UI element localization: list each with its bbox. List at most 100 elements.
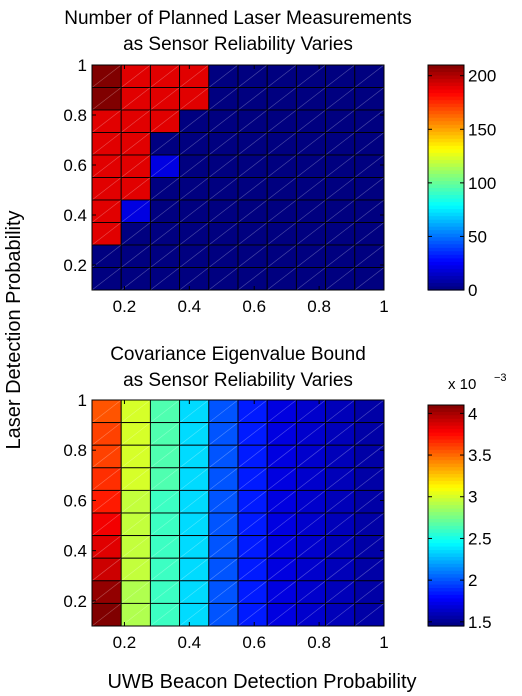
cell-diagonal — [325, 109, 356, 133]
cell-diagonal — [120, 399, 151, 423]
cell-diagonal — [296, 267, 326, 291]
cell-diagonal — [120, 557, 151, 582]
colorbar-strip — [428, 574, 464, 579]
cell-diagonal — [91, 267, 122, 291]
cell-diagonal — [150, 399, 180, 423]
colorbar-strip — [428, 275, 464, 281]
cell-diagonal — [325, 467, 356, 491]
colorbar-strip — [428, 550, 464, 555]
cell-diagonal — [354, 132, 385, 156]
cell-diagonal — [296, 467, 326, 491]
cell-diagonal — [296, 557, 326, 582]
colorbar-strip — [428, 114, 464, 119]
colorbar-strip — [428, 512, 464, 517]
colorbar-strip — [428, 202, 464, 207]
cell-diagonal — [237, 154, 268, 178]
cell-diagonal — [354, 244, 385, 268]
cell-diagonal — [208, 535, 239, 559]
cell-diagonal — [120, 603, 151, 627]
colorbar-strip — [428, 68, 464, 73]
cell-diagonal — [354, 399, 385, 423]
colorbar-strip — [428, 560, 464, 565]
colorbar-strip — [428, 474, 464, 479]
cell-diagonal — [237, 490, 268, 514]
colorbar-strip — [428, 429, 464, 434]
cell-diagonal — [179, 109, 210, 133]
cell-diagonal — [120, 87, 151, 111]
colorbar-strip — [428, 86, 464, 91]
cell-diagonal — [150, 199, 180, 223]
cell-diagonal — [150, 467, 180, 491]
cell-diagonal — [120, 422, 151, 446]
cell-diagonal — [91, 603, 122, 627]
y-tick-label: 0.6 — [63, 491, 87, 510]
cell-diagonal — [237, 535, 268, 559]
colorbar-strip — [428, 463, 464, 468]
cell-diagonal — [179, 132, 210, 156]
colorbar-strip — [428, 261, 464, 266]
cell-diagonal — [354, 535, 385, 559]
colorbar-strip — [428, 65, 464, 70]
colorbar-strip — [428, 570, 464, 575]
cell-diagonal — [91, 199, 122, 223]
cell-diagonal — [237, 132, 268, 156]
cell-diagonal — [266, 399, 297, 423]
colorbar-strip — [428, 494, 464, 499]
cell-diagonal — [91, 87, 122, 111]
colorbar-strip — [428, 272, 464, 277]
cell-diagonal — [266, 132, 297, 156]
cell-diagonal — [237, 87, 268, 111]
colorbar-strip — [428, 230, 464, 235]
cell-diagonal — [91, 557, 122, 582]
cell-diagonal — [91, 535, 122, 559]
cell-diagonal — [325, 199, 356, 223]
colorbar-strip — [428, 467, 464, 472]
colorbar-strip — [428, 525, 464, 530]
colorbar-strip — [428, 240, 464, 245]
colorbar-strip — [428, 453, 464, 458]
cell-diagonal — [208, 512, 239, 536]
cell-diagonal — [208, 222, 239, 246]
cell-diagonal — [150, 222, 180, 246]
colorbar-strip — [428, 484, 464, 489]
shared-y-axis-label: Laser Detection Probability — [3, 210, 25, 449]
colorbar-strip — [428, 173, 464, 179]
colorbar-strip — [428, 209, 464, 214]
colorbar-strip — [428, 546, 464, 551]
cell-diagonal — [296, 132, 326, 156]
colorbar-strip — [428, 442, 464, 448]
cell-diagonal — [120, 222, 151, 246]
cell-diagonal — [120, 154, 151, 178]
cell-diagonal — [150, 535, 180, 559]
cell-diagonal — [208, 87, 239, 111]
colorbar-strip — [428, 581, 464, 586]
cell-diagonal — [208, 490, 239, 514]
cell-diagonal — [237, 512, 268, 536]
colorbar-strip — [428, 436, 464, 441]
colorbar-strip — [428, 138, 464, 143]
colorbar-strip — [428, 258, 464, 263]
colorbar-strip — [428, 529, 464, 534]
cell-diagonal — [325, 580, 356, 604]
colorbar-strip — [428, 191, 464, 196]
y-tick-label: 0.4 — [63, 542, 87, 561]
colorbar-strip — [428, 72, 464, 77]
colorbar-strip — [428, 432, 464, 437]
colorbar-strip — [428, 405, 464, 410]
cell-diagonal — [150, 512, 180, 536]
colorbar-multiplier-exponent: −3 — [494, 372, 507, 384]
cell-diagonal — [237, 603, 268, 627]
colorbar-strip — [428, 588, 464, 593]
cell-diagonal — [354, 580, 385, 604]
y-tick-label: 0.6 — [63, 156, 87, 175]
colorbar-strip — [428, 117, 464, 122]
x-tick-label: 0.8 — [307, 633, 331, 652]
colorbar-strip — [428, 539, 464, 544]
cell-diagonal — [150, 580, 180, 604]
cell-diagonal — [150, 603, 180, 627]
colorbar-strip — [428, 244, 464, 249]
cell-diagonal — [91, 222, 122, 246]
colorbar-strip — [428, 142, 464, 147]
x-tick-label: 0.2 — [113, 633, 137, 652]
cell-diagonal — [266, 603, 297, 627]
